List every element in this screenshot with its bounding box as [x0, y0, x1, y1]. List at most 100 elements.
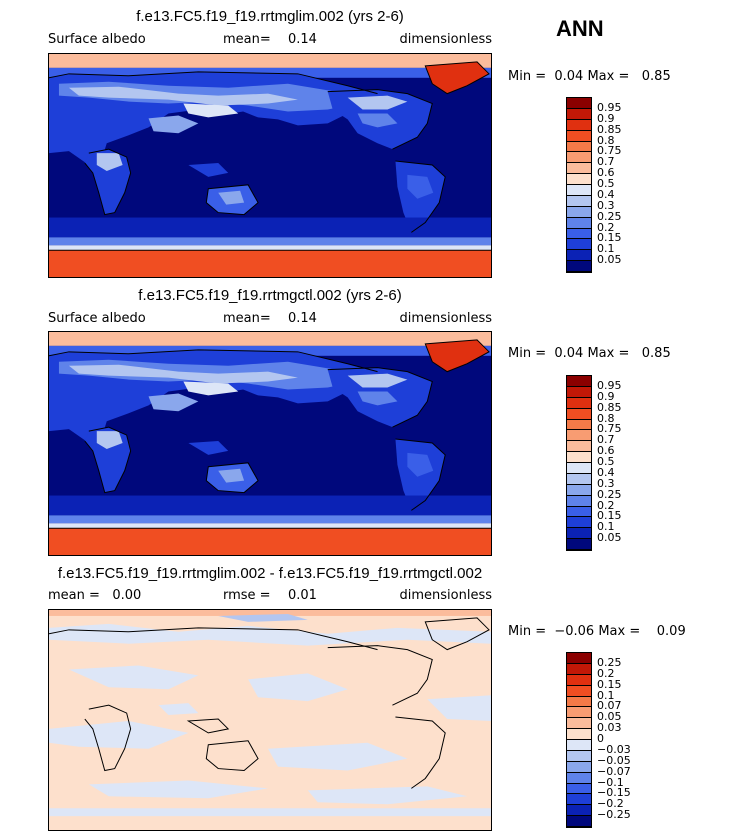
colorbar-tick-label: −0.05: [597, 753, 631, 767]
units-label: dimensionless: [399, 588, 493, 603]
colorbar-swatch: [567, 663, 591, 675]
colorbar-swatch: [567, 685, 591, 697]
panel-title: f.e13.FC5.f19_f19.rrtmgctl.002 (yrs 2-6): [138, 287, 402, 304]
colorbar-swatch: [567, 419, 591, 431]
colorbar-tick-label: 0.6: [597, 444, 615, 458]
panel-meta: Surface albedo mean= 0.14 dimensionless: [48, 311, 492, 327]
colorbar-tick-label: 0.15: [597, 231, 622, 245]
colorbar-tick-label: 0.8: [597, 411, 615, 425]
colorbar-swatch: [567, 228, 591, 240]
colorbar-tick-label: 0.2: [597, 666, 615, 680]
min-max-readout: Min = 0.04 Max = 0.85: [508, 69, 671, 84]
colorbar-swatch: [567, 729, 591, 740]
colorbar-swatch: [567, 206, 591, 218]
colorbar-swatch: [567, 696, 591, 708]
colorbar-tick-label: 0.5: [597, 455, 615, 468]
colorbar: [566, 375, 592, 551]
colorbar-swatch: [567, 517, 591, 529]
colorbar-tick-label: 0.1: [597, 242, 615, 256]
colorbar-tick-label: 0.05: [597, 710, 622, 724]
colorbar-swatch: [567, 397, 591, 409]
units-label: dimensionless: [399, 32, 493, 47]
colorbar-tick-label: −0.2: [597, 797, 624, 811]
colorbar-swatch: [567, 408, 591, 420]
colorbar-tick-label: 0.07: [597, 699, 622, 713]
min-max-readout: Min = 0.04 Max = 0.85: [508, 346, 671, 361]
panel-title: f.e13.FC5.f19_f19.rrtmglim.002 - f.e13.F…: [57, 565, 483, 582]
variable-label: Surface albedo: [48, 311, 146, 326]
colorbar-swatch: [567, 108, 591, 120]
colorbar-tick-label: 0.4: [597, 187, 615, 201]
colorbar-swatch: [567, 772, 591, 784]
colorbar-tick-label: −0.25: [597, 808, 631, 822]
rmse-label: rmse =: [223, 588, 271, 603]
colorbar-swatch: [567, 463, 591, 474]
min-value: −0.06: [554, 624, 595, 639]
colorbar-swatch: [567, 130, 591, 142]
colorbar-swatch: [567, 761, 591, 773]
colorbar-tick-label: −0.07: [597, 764, 631, 778]
colorbar-tick-label: 0.85: [597, 400, 622, 414]
max-value: 0.85: [641, 346, 671, 361]
colorbar-tick-label: 0.25: [597, 487, 622, 501]
colorbar-swatch: [567, 174, 591, 185]
season-label: ANN: [556, 16, 604, 41]
mean-label: mean=: [223, 32, 271, 47]
rmse-value: 0.01: [288, 588, 317, 603]
colorbar-swatch: [567, 239, 591, 251]
colorbar-tick-label: 0.75: [597, 144, 622, 158]
min-label: Min =: [508, 346, 547, 361]
colorbar-swatch: [567, 163, 591, 175]
colorbar-tick-label: 0.85: [597, 122, 622, 136]
panel-meta: mean = 0.00 rmse = 0.01 dimensionless: [48, 588, 492, 604]
units-label: dimensionless: [399, 311, 493, 326]
colorbar-tick-label: 0.95: [597, 378, 622, 392]
colorbar-tick-label: 0.6: [597, 166, 615, 180]
colorbar-swatch: [567, 152, 591, 164]
colorbar-tick-label: −0.1: [597, 775, 624, 789]
colorbar-tick-label: 0.95: [597, 100, 622, 114]
colorbar-tick-label: 0.2: [597, 220, 615, 234]
max-label: Max =: [587, 69, 630, 84]
colorbar-swatch: [567, 653, 591, 664]
max-value: 0.85: [641, 69, 671, 84]
mean-label: mean =: [48, 588, 100, 603]
colorbar-swatch: [567, 794, 591, 806]
colorbar-tick-label: 0.15: [597, 509, 622, 523]
colorbar-tick-label: 0.4: [597, 465, 615, 479]
max-label: Max =: [587, 346, 630, 361]
colorbar-tick-label: 0.5: [597, 177, 615, 190]
mean-value: 0.14: [288, 311, 317, 326]
colorbar-tick-label: 0.1: [597, 520, 615, 534]
colorbar-tick-label: 0.2: [597, 498, 615, 512]
colorbar-swatch: [567, 674, 591, 686]
colorbar-swatch: [567, 386, 591, 398]
colorbar-swatch: [567, 495, 591, 507]
colorbar-swatch: [567, 185, 591, 196]
colorbar-tick-label: 0.1: [597, 688, 615, 702]
colorbar-swatch: [567, 740, 591, 751]
colorbar-tick-label: 0: [597, 732, 604, 745]
mean-label: mean=: [223, 311, 271, 326]
colorbar-tick-label: 0.25: [597, 655, 622, 669]
colorbar-swatch: [567, 430, 591, 442]
colorbar-swatch: [567, 119, 591, 131]
colorbar-tick-label: 0.15: [597, 677, 622, 691]
colorbar-swatch: [567, 484, 591, 496]
colorbar-tick-label: −0.15: [597, 786, 631, 800]
albedo-map: [48, 331, 492, 556]
max-label: Max =: [598, 624, 641, 639]
colorbar-tick-label: 0.7: [597, 433, 615, 447]
colorbar-tick-label: 0.9: [597, 389, 615, 403]
colorbar-tick-label: 0.9: [597, 111, 615, 125]
colorbar-swatch: [567, 718, 591, 730]
colorbar-swatch: [567, 141, 591, 153]
min-label: Min =: [508, 624, 547, 639]
albedo-map: [48, 53, 492, 278]
panel-meta: Surface albedo mean= 0.14 dimensionless: [48, 32, 492, 48]
panel-title: f.e13.FC5.f19_f19.rrtmglim.002 (yrs 2-6): [136, 8, 404, 25]
colorbar-swatch: [567, 452, 591, 463]
min-label: Min =: [508, 69, 547, 84]
colorbar-swatch: [567, 376, 591, 387]
colorbar-swatch: [567, 539, 591, 550]
